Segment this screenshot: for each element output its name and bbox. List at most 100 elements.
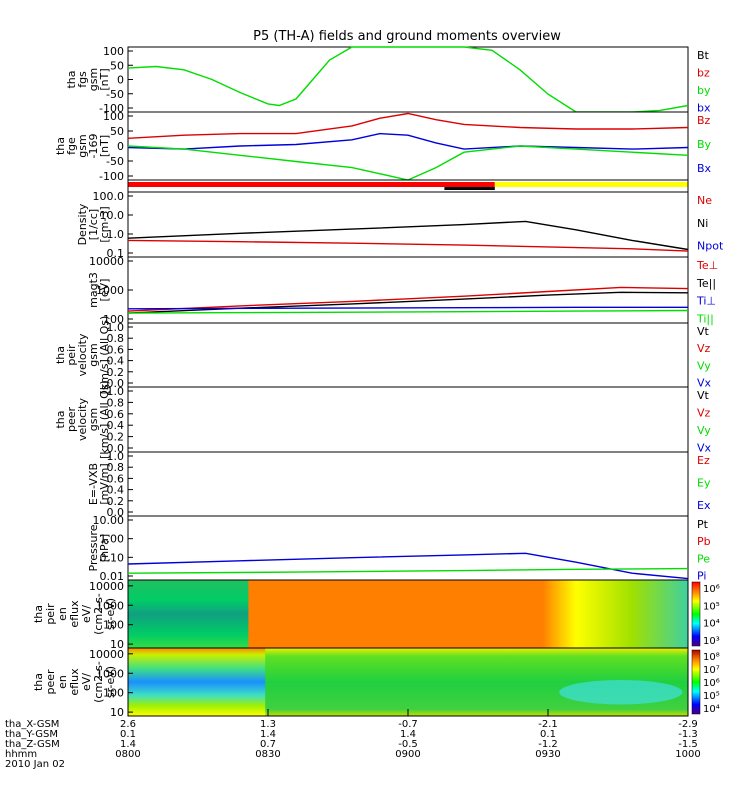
colorbar-label: 10⁵: [703, 691, 720, 702]
y-tick-label: 0.0: [107, 377, 125, 390]
legend-entry: Ne: [697, 194, 712, 207]
y-tick-label: 10000: [89, 648, 124, 661]
mode-bar-segment: [444, 187, 495, 190]
y-axis-label: Density: [76, 203, 89, 245]
legend-entry: Vy: [697, 424, 711, 437]
y-axis-label: eflux: [68, 668, 81, 696]
legend-entry: Ex: [697, 499, 711, 512]
y-tick-label: 0.4: [107, 355, 125, 368]
panel-frame: [127, 451, 689, 517]
y-tick-label: 10: [110, 706, 124, 719]
y-tick-label: 1000: [96, 284, 124, 297]
y-axis-label: [km/s] (All Qs): [98, 380, 111, 459]
y-axis-label: [mV/m]: [98, 463, 111, 504]
legend-entry: Vt: [697, 325, 710, 338]
colorbar: [691, 581, 701, 647]
series-line-Ti||: [127, 309, 689, 314]
y-tick-label: 0.8: [107, 332, 125, 345]
y-tick-label: 1.0: [107, 321, 125, 334]
y-axis-label: [1/cc]: [87, 209, 100, 240]
x-tick-label: 1.4: [260, 729, 276, 740]
y-axis-label: tha: [54, 410, 67, 428]
legend-entry: Pe: [697, 552, 710, 565]
colorbar-label: 10⁴: [703, 704, 720, 715]
y-tick-label: 100: [103, 110, 124, 123]
y-tick-label: 0.10: [100, 551, 125, 564]
y-tick-label: 0.2: [107, 366, 125, 379]
legend-entry: Te||: [696, 277, 716, 290]
legend-entry: Ti⊥: [696, 295, 716, 308]
series-line-Ti⊥: [127, 306, 688, 310]
y-axis-label: en: [56, 675, 69, 689]
legend-entry: Te⊥: [696, 259, 718, 272]
legend-entry: Vt: [697, 389, 710, 402]
y-axis-label: eV/: [80, 605, 93, 623]
panel-peir_velocity: 1.00.80.60.40.20.0thapeirvelocitygsm[km/…: [54, 316, 712, 395]
y-tick-label: 50: [110, 125, 124, 138]
y-axis-label: sr-eV): [104, 598, 117, 630]
x-tick-label: -1.3: [678, 729, 698, 740]
y-tick-label: 0.2: [107, 431, 125, 444]
legend-entry: Pi: [697, 570, 706, 583]
legend-entry: Vy: [697, 359, 711, 372]
y-tick-label: 1.0: [107, 385, 125, 398]
y-tick-label: 100: [103, 619, 124, 632]
y-tick-label: 10000: [89, 255, 124, 268]
x-tick-label: 0800: [115, 749, 140, 760]
x-tick-label: 0830: [255, 749, 280, 760]
y-axis-label: peer: [65, 407, 78, 433]
panel-frame: [127, 111, 689, 181]
x-tick-label: -1.2: [538, 739, 558, 750]
series-line-Bz: [127, 112, 689, 139]
y-axis-label: [nT]: [98, 68, 111, 90]
panel-peer_velocity: 1.00.80.60.40.20.0thapeervelocitygsm[km/…: [54, 380, 712, 459]
legend-entry: Vz: [697, 342, 711, 355]
legend-entry: bz: [697, 66, 710, 79]
y-axis-label: velocity: [76, 333, 89, 376]
y-tick-label: 1000: [96, 599, 124, 612]
legend-entry: Bx: [697, 162, 712, 175]
y-axis-label: velocity: [76, 398, 89, 441]
panel-peir_spec: 10000 1000 100 10 10⁶ 10⁵ 10⁴ 10³ tha peir en eflux…: [32, 579, 720, 651]
y-tick-label: 0.1: [107, 247, 125, 260]
x-tick-label: -0.5: [398, 739, 418, 750]
y-axis-label: [eV]: [98, 279, 111, 302]
figure-title: P5 (TH-A) fields and ground moments over…: [253, 29, 561, 44]
spectrogram-band: [248, 633, 540, 648]
legend-entry: Ez: [697, 454, 710, 467]
y-tick-label: 100: [103, 687, 124, 700]
spectrogram-left-block: [128, 580, 249, 648]
y-axis-label: [nPa]: [98, 534, 111, 562]
y-tick-label: -100: [99, 170, 124, 183]
y-axis-label: eV/: [80, 673, 93, 691]
y-tick-label: 0.8: [107, 461, 125, 474]
y-tick-label: 0.6: [107, 343, 125, 356]
panel-efield: 1.00.80.60.40.20.0 E=-VXB[mV/m] Ez Ey Ex: [87, 450, 711, 519]
x-row-label: tha_Y-GSM: [5, 729, 58, 740]
panel-frame: [127, 191, 689, 258]
legend-entry: Bt: [697, 49, 710, 62]
legend-entry: Vx: [697, 441, 712, 454]
y-axis-label: gsm: [87, 408, 100, 431]
series-line-Te⊥: [127, 286, 689, 312]
x-tick-label: 0930: [535, 749, 560, 760]
legend-entry: Bz: [697, 114, 711, 127]
y-tick-label: 100: [103, 45, 124, 58]
colorbar-label: 10⁸: [703, 652, 720, 663]
y-axis-label: [nT]: [98, 135, 111, 157]
series-line-Ne: [127, 239, 689, 252]
spectrogram-left-block: [128, 648, 266, 716]
y-axis-label: peir: [65, 344, 78, 366]
y-tick-label: 0.0: [107, 442, 125, 455]
x-tick-label: 0.1: [120, 729, 136, 740]
x-tick-label: 1000: [675, 749, 700, 760]
panel-density: 100.0 10.0 1.0 0.1 Density[1/cc][cm-3] Ne Ni Np…: [76, 190, 724, 260]
y-axis-label: peer: [44, 669, 57, 695]
legend-entry: Ti||: [696, 312, 714, 325]
y-tick-label: 10: [110, 638, 124, 651]
y-axis-label: gsm: [87, 68, 100, 91]
y-tick-label: 1000: [96, 667, 124, 680]
y-tick-label: 0.4: [107, 419, 125, 432]
